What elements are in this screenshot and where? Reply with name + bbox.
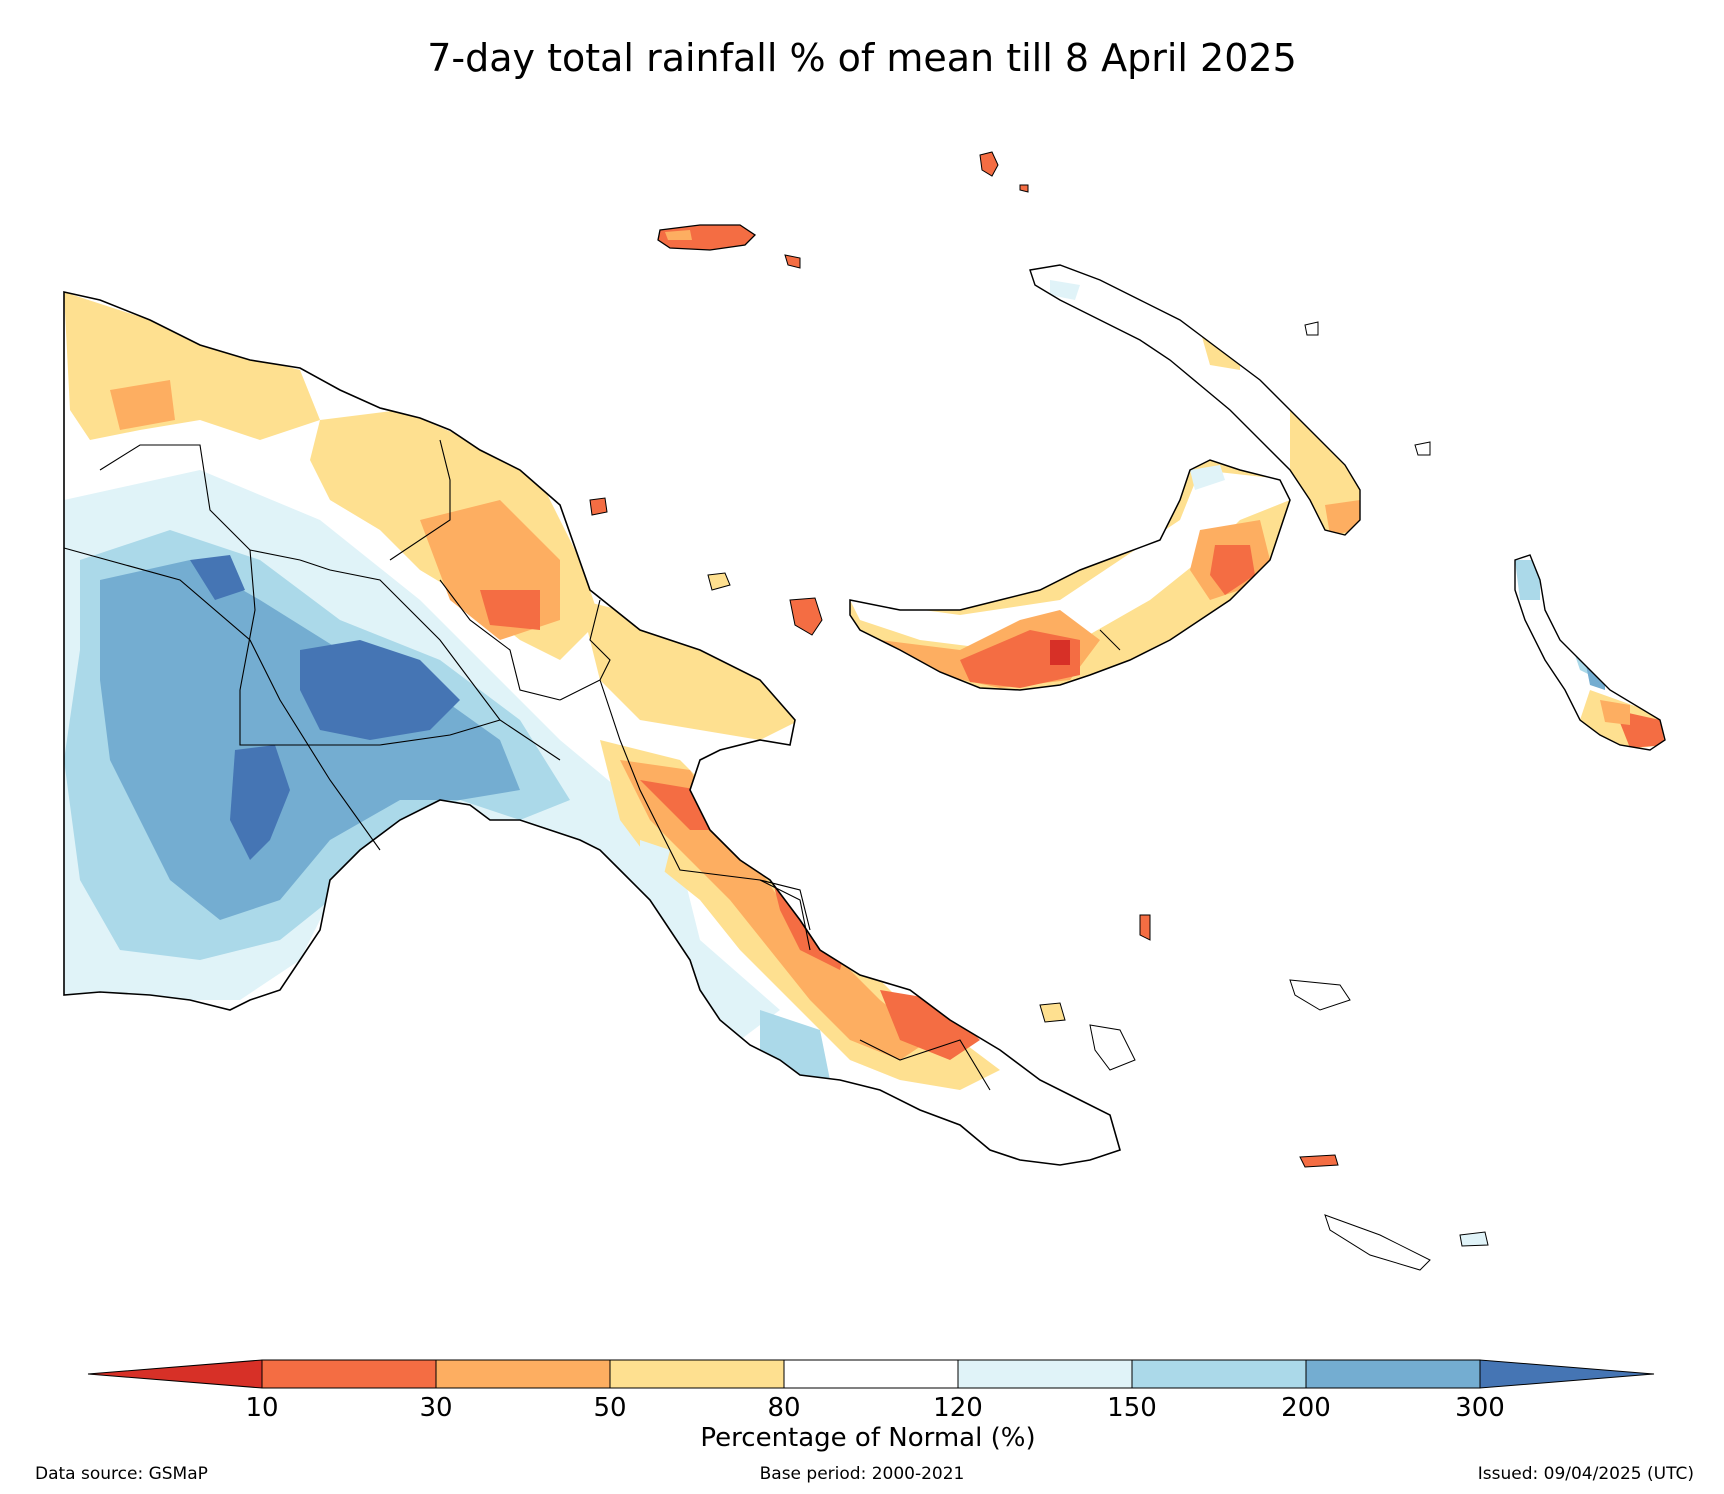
colorbar-tick-label: 50 bbox=[593, 1393, 626, 1423]
province-borders bbox=[63, 439, 991, 1091]
colorbar-segment bbox=[609, 1359, 785, 1389]
colorbar-tick-label: 300 bbox=[1455, 1393, 1505, 1423]
data-source: Data source: GSMaP bbox=[35, 1464, 208, 1484]
colorbar-tick-label: 120 bbox=[933, 1393, 983, 1423]
new-britain bbox=[849, 459, 1291, 691]
small-islands bbox=[589, 151, 1489, 1271]
colorbar-segment bbox=[957, 1359, 1133, 1389]
bougainville bbox=[1514, 554, 1666, 751]
colorbar-tick-label: 10 bbox=[245, 1393, 278, 1423]
colorbar-tick-label: 200 bbox=[1281, 1393, 1331, 1423]
rainfall-map bbox=[63, 151, 1666, 1271]
colorbar-tick-label: 30 bbox=[419, 1393, 452, 1423]
colorbar-tick-label: 80 bbox=[767, 1393, 800, 1423]
issued-date: Issued: 09/04/2025 (UTC) bbox=[1477, 1464, 1694, 1484]
base-period: Base period: 2000-2021 bbox=[759, 1464, 965, 1484]
colorbar-label: Percentage of Normal (%) bbox=[700, 1423, 1035, 1453]
colorbar-segment bbox=[783, 1359, 959, 1389]
colorbar-tick-label: 150 bbox=[1107, 1393, 1157, 1423]
colorbar-extend-high bbox=[1479, 1359, 1655, 1389]
map-title: 7-day total rainfall % of mean till 8 Ap… bbox=[427, 36, 1297, 80]
colorbar-segment bbox=[261, 1359, 437, 1389]
colorbar: 10 30 50 80 120 150 200 300 Percentage of Norma… bbox=[87, 1359, 1655, 1453]
colorbar-segment bbox=[1305, 1359, 1481, 1389]
colorbar-extend-low bbox=[87, 1359, 263, 1389]
mainland-png bbox=[63, 291, 1121, 1166]
colorbar-segment bbox=[1131, 1359, 1307, 1389]
manus-island bbox=[657, 224, 801, 269]
colorbar-segment bbox=[435, 1359, 611, 1389]
